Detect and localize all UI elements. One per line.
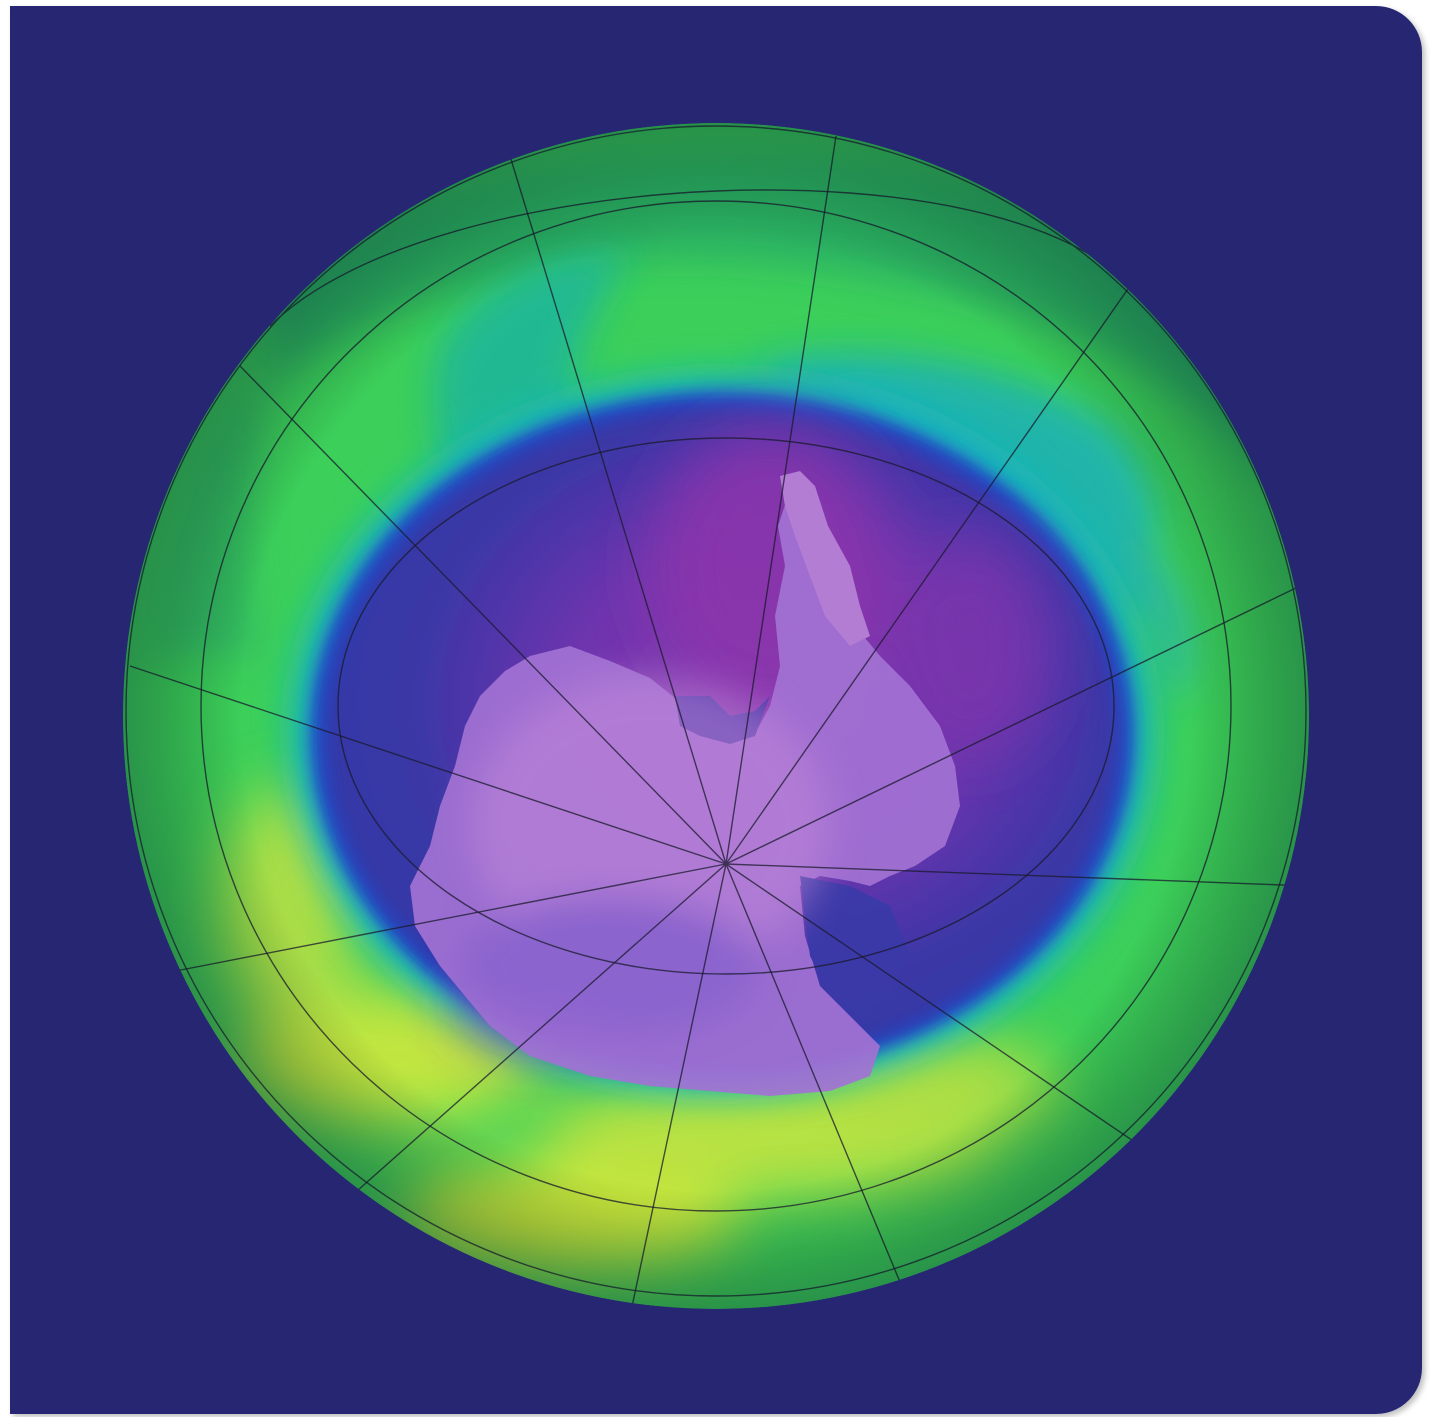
globe — [123, 123, 1309, 1309]
globe-limb-shade — [123, 123, 1309, 1309]
map-panel — [10, 6, 1422, 1414]
ozone-map — [10, 6, 1422, 1414]
